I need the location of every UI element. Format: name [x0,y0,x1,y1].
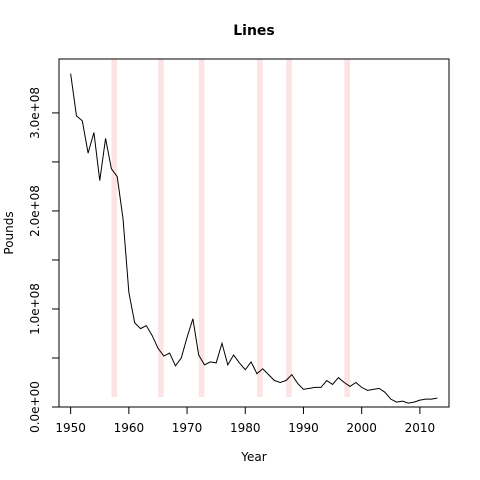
y-tick-label: 1.0e+08 [28,283,42,335]
highlight-band [198,59,205,397]
chart-title: Lines [233,23,275,39]
highlight-band [257,59,263,397]
x-axis-label: Year [240,450,266,464]
y-tick-label: 2.0e+08 [28,185,42,237]
y-axis: 0.0e+00 1.0e+08 2.0e+08 3.0e+08 [28,87,60,433]
y-tick-label: 3.0e+08 [28,87,42,139]
y-axis-label: Pounds [2,211,16,254]
x-tick-label: 1980 [230,421,261,435]
highlight-band [286,59,292,397]
x-tick-label: 1970 [172,421,203,435]
highlight-bands [111,59,350,397]
x-tick-label: 1960 [114,421,145,435]
highlight-band [344,59,350,397]
x-tick-label: 1990 [288,421,319,435]
plot-frame [58,58,450,408]
x-axis: 1950 1960 1970 1980 1990 2000 2010 [55,406,436,435]
y-tick-label: 0.0e+00 [28,381,42,433]
series-line [70,73,438,404]
x-tick-label: 1950 [55,421,86,435]
highlight-band [158,59,164,397]
highlight-band [111,59,118,397]
x-tick-label: 2010 [405,421,436,435]
x-tick-label: 2000 [346,421,377,435]
